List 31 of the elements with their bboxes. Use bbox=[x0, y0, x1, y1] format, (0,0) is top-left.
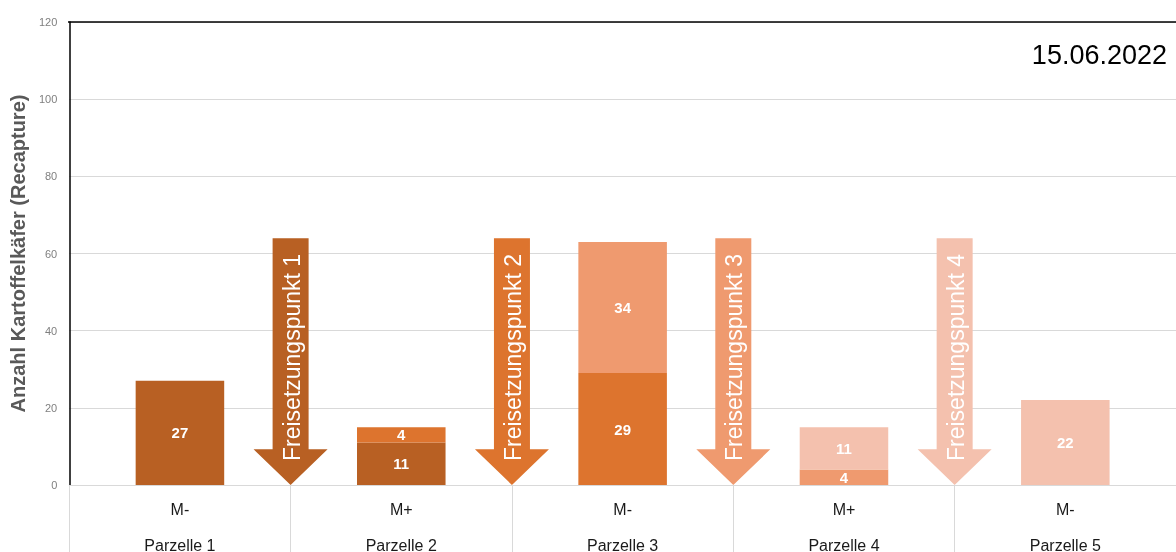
text: Parzelle 4 bbox=[808, 536, 880, 552]
data-label: 4 bbox=[397, 426, 407, 444]
text: Parzelle 1 bbox=[144, 536, 216, 552]
annotation: Freisetzungspunkt 1 bbox=[278, 253, 305, 461]
x-tick-label: M+ bbox=[832, 500, 856, 518]
annotation: Freisetzungspunkt 3 bbox=[721, 253, 748, 461]
annotation: Freisetzungspunkt 2 bbox=[499, 253, 526, 461]
text: Parzelle 3 bbox=[587, 536, 659, 552]
y-tick-label: 120 bbox=[38, 16, 58, 28]
y-tick-label: 60 bbox=[45, 247, 58, 260]
y-tick-label: 40 bbox=[45, 324, 58, 337]
x-tick-label: M- bbox=[613, 500, 632, 518]
data-label: 4 bbox=[839, 468, 849, 486]
y-axis-title: Anzahl Kartoffelkäfer (Recapture) bbox=[7, 94, 29, 413]
annotation: Freisetzungspunkt 4 bbox=[942, 253, 969, 461]
x-tick-label: M- bbox=[1056, 500, 1075, 518]
data-label: 11 bbox=[393, 455, 410, 473]
x-tick-label: M+ bbox=[389, 500, 413, 518]
data-label: 34 bbox=[614, 299, 632, 317]
data-label: 27 bbox=[171, 424, 189, 442]
y-tick-label: 0 bbox=[51, 479, 58, 491]
text: 15.06.2022 bbox=[1031, 39, 1168, 70]
text: Parzelle 2 bbox=[365, 536, 437, 552]
data-label: 22 bbox=[1056, 434, 1074, 452]
text: Parzelle 5 bbox=[1029, 536, 1101, 552]
y-tick-label: 100 bbox=[38, 93, 58, 106]
data-label: 11 bbox=[836, 439, 852, 457]
y-tick-label: 80 bbox=[45, 170, 58, 183]
y-tick-label: 20 bbox=[45, 401, 58, 414]
data-label: 29 bbox=[614, 420, 631, 438]
x-tick-label: M- bbox=[170, 500, 190, 518]
